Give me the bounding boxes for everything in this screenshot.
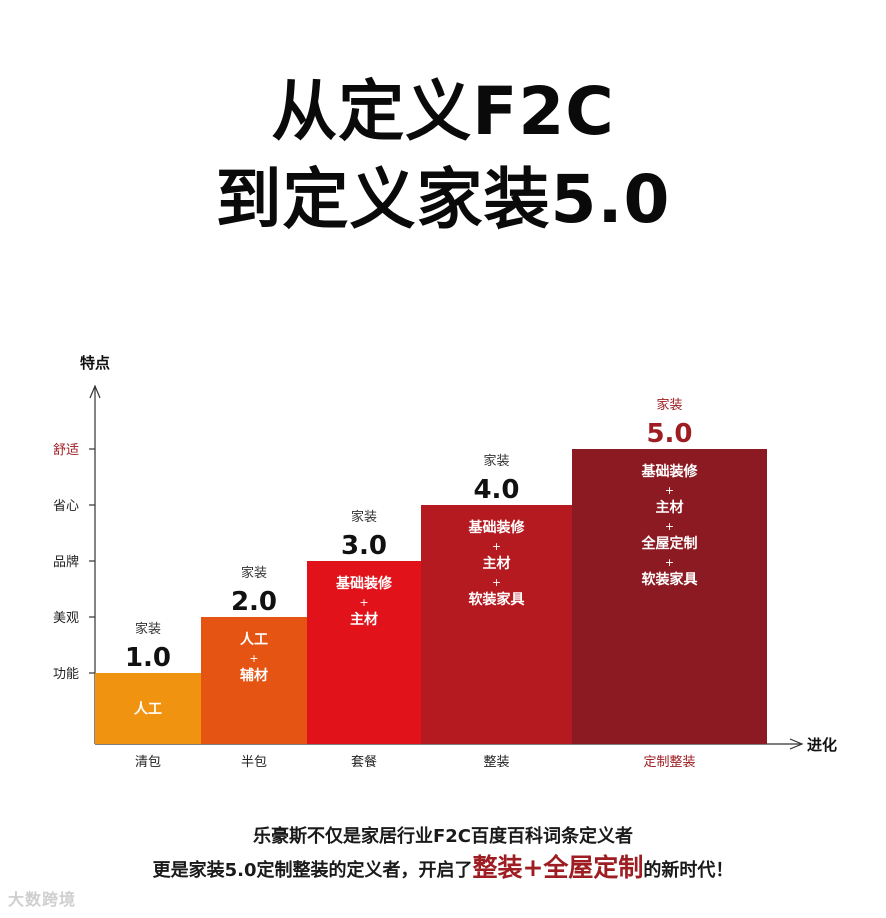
bar-inner-plus: + <box>359 596 368 609</box>
bar-inner-plus: + <box>665 520 674 533</box>
footer-line-2-highlight: 整装+全屋定制 <box>472 853 644 882</box>
bar-3 <box>307 561 421 744</box>
watermark-logo: 大数跨境 <box>8 890 77 909</box>
bar-top-small-label: 家装 <box>351 509 377 525</box>
bar-inner-label: 人工 <box>240 631 268 648</box>
bar-inner-plus: + <box>665 484 674 497</box>
bar-inner-label: 全屋定制 <box>641 535 698 552</box>
bar-4 <box>421 505 572 744</box>
x-tick-label: 定制整装 <box>643 755 695 770</box>
y-axis-title: 特点 <box>80 354 110 372</box>
bar-top-small-label: 家装 <box>483 453 509 469</box>
bar-top-small-label: 家装 <box>241 565 267 581</box>
footer-line-2: 更是家装5.0定制整装的定义者，开启了整装+全屋定制的新时代！ <box>0 848 886 884</box>
bar-1 <box>95 673 201 744</box>
bar-inner-plus: + <box>492 540 501 553</box>
bar-inner-label: 软装家具 <box>642 571 698 588</box>
footer-line-1: 乐豪斯不仅是家居行业F2C百度百科词条定义者 <box>252 826 634 847</box>
evolution-bar-chart: 特点进化功能美观品牌省心舒适家装1.0人工清包家装2.0人工+辅材半包家装3.0… <box>53 354 837 770</box>
y-axis-arrow <box>89 384 101 399</box>
page-title-line-1: 从定义F2C <box>271 73 615 150</box>
bar-inner-plus: + <box>492 576 501 589</box>
y-tick-label: 功能 <box>53 667 79 682</box>
bar-top-small-label: 家装 <box>656 397 682 413</box>
y-tick-label: 舒适 <box>53 443 79 458</box>
bar-inner-label: 基础装修 <box>336 575 393 592</box>
bar-2 <box>201 617 307 744</box>
y-tick-label: 品牌 <box>53 554 79 570</box>
bar-inner-label: 主材 <box>350 611 378 628</box>
bar-top-value-label: 3.0 <box>341 531 387 561</box>
y-tick-label: 美观 <box>53 611 79 626</box>
footer-line-2-prefix: 更是家装5.0定制整装的定义者，开启了 <box>152 860 473 881</box>
bar-top-value-label: 1.0 <box>125 643 171 673</box>
page-title-line-2: 到定义家装5.0 <box>215 161 671 238</box>
bar-inner-plus: + <box>665 556 674 569</box>
bar-top-value-label: 4.0 <box>473 475 519 505</box>
x-tick-label: 整装 <box>483 755 509 770</box>
y-tick-label: 省心 <box>53 499 79 514</box>
x-tick-label: 清包 <box>135 755 161 770</box>
bar-inner-plus: + <box>249 652 258 665</box>
x-axis-title: 进化 <box>807 736 837 754</box>
footer-line-2-suffix: 的新时代！ <box>643 860 734 881</box>
bar-5 <box>572 449 767 744</box>
bar-inner-label: 基础装修 <box>642 463 699 480</box>
bar-inner-label: 主材 <box>656 499 684 516</box>
bar-top-value-label: 5.0 <box>646 419 692 449</box>
x-tick-label: 半包 <box>241 755 267 770</box>
bar-inner-label: 主材 <box>483 555 511 572</box>
bar-inner-label: 人工 <box>134 701 162 718</box>
bar-inner-label: 辅材 <box>240 667 268 684</box>
bar-top-small-label: 家装 <box>135 621 161 637</box>
x-tick-label: 套餐 <box>351 754 377 770</box>
bar-top-value-label: 2.0 <box>231 587 277 617</box>
bar-inner-label: 软装家具 <box>469 591 525 608</box>
x-axis-arrow <box>789 738 804 750</box>
bar-inner-label: 基础装修 <box>469 519 526 536</box>
